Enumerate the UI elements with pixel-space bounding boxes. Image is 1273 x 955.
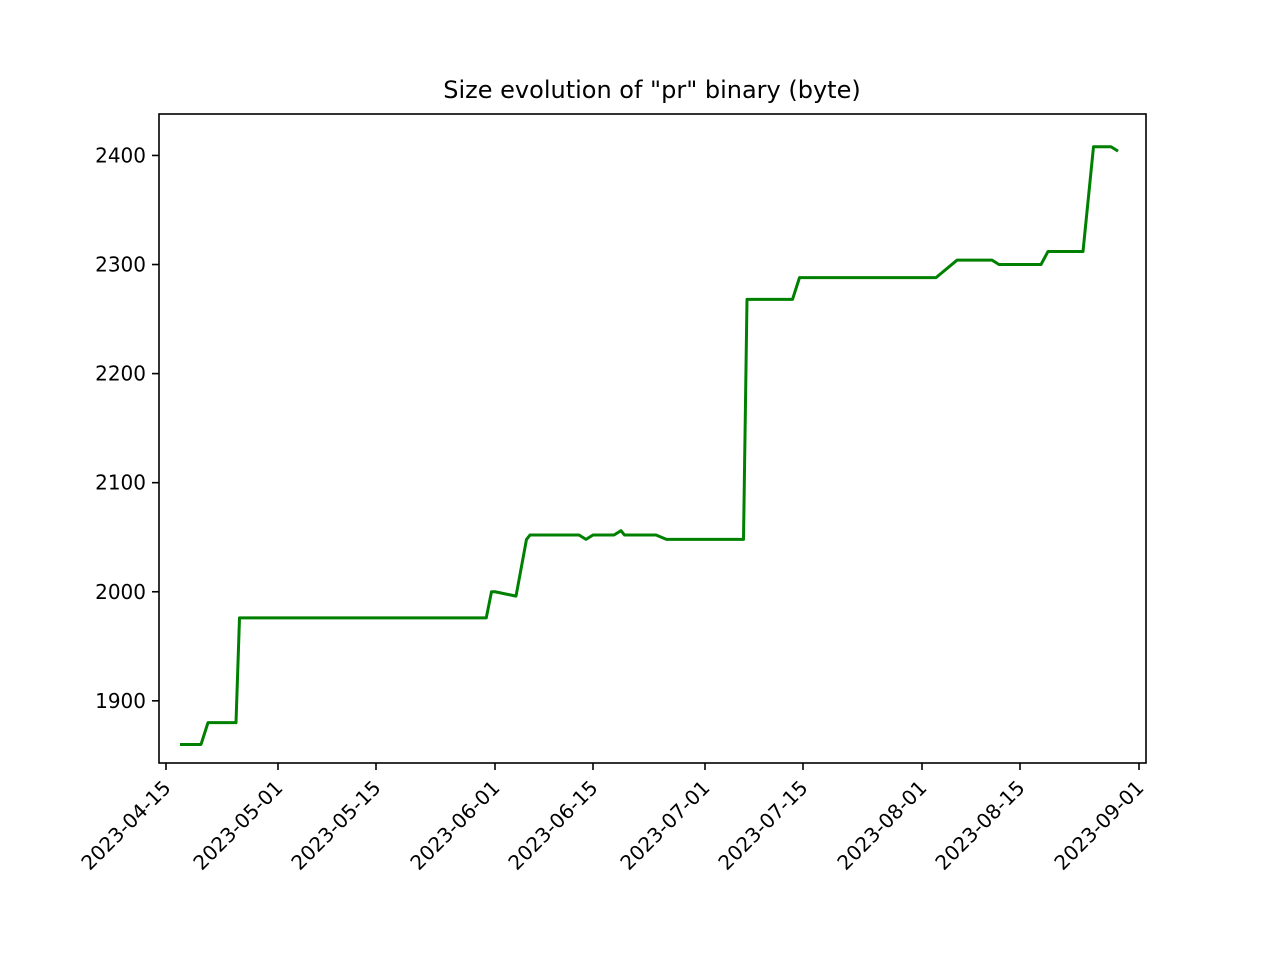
- x-tick-label: 2023-06-15: [503, 776, 602, 875]
- y-tick-label: 2100: [95, 471, 146, 495]
- x-tick-label: 2023-05-15: [286, 776, 385, 875]
- x-tick-label: 2023-08-15: [930, 776, 1029, 875]
- x-tick-label: 2023-08-01: [832, 776, 931, 875]
- y-tick-label: 2400: [95, 143, 146, 167]
- x-tick-label: 2023-07-15: [713, 776, 812, 875]
- x-tick-label: 2023-09-01: [1049, 776, 1148, 875]
- plot-area: [180, 145, 1119, 746]
- chart-title: Size evolution of "pr" binary (byte): [443, 76, 860, 104]
- x-tick-label: 2023-05-01: [188, 776, 287, 875]
- y-tick-label: 2200: [95, 362, 146, 386]
- y-tick-label: 2000: [95, 580, 146, 604]
- y-tick-label: 1900: [95, 689, 146, 713]
- x-tick-label: 2023-04-15: [76, 776, 175, 875]
- x-tick-label: 2023-07-01: [615, 776, 714, 875]
- x-tick-label: 2023-06-01: [405, 776, 504, 875]
- plot-frame: [158, 113, 1147, 764]
- series-line-0: [180, 145, 1119, 746]
- y-tick-label: 2300: [95, 253, 146, 277]
